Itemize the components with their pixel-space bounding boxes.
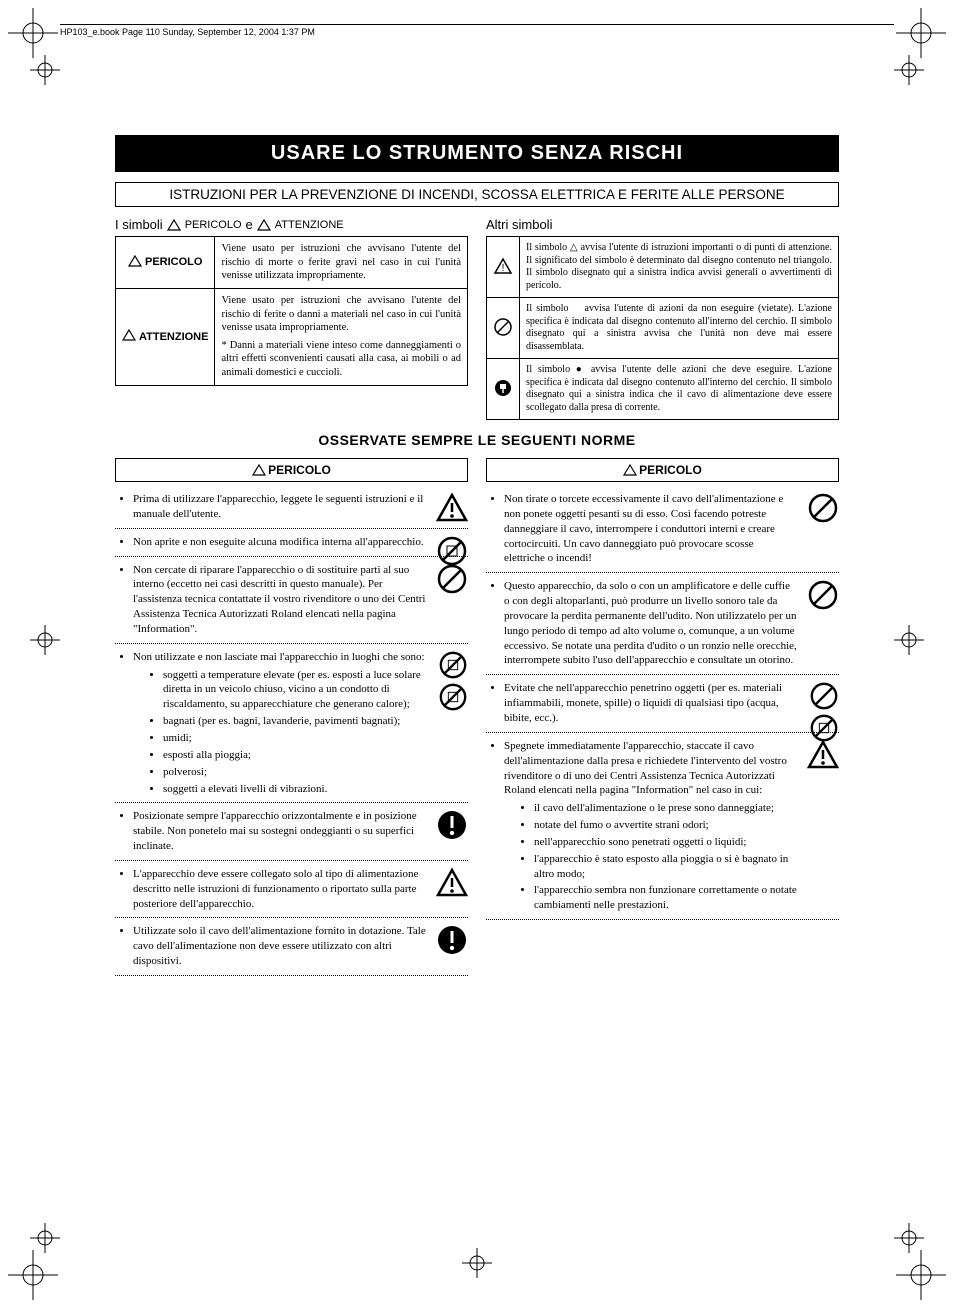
crop-mark-bl (8, 1250, 58, 1300)
prohibit-icon (809, 681, 839, 711)
heading-part-a: I simboli (115, 217, 163, 232)
rule-item: Evitate che nell'apparecchio penetrino o… (486, 681, 839, 726)
dotted-separator (115, 917, 468, 918)
rule-sub-item: polverosi; (163, 765, 426, 780)
no-disassemble-icon (493, 329, 513, 340)
crop-mark-tl (8, 8, 58, 58)
pericolo-desc: Viene usato per istruzioni che avvisano … (215, 237, 468, 289)
page-title: USARE LO STRUMENTO SENZA RISCHI (115, 135, 839, 172)
pericolo-label: PERICOLO (145, 256, 202, 268)
reg-mark-bc (462, 1248, 492, 1278)
rule-sub-item: umidi; (163, 731, 426, 746)
prohibit-icon (438, 650, 468, 680)
triangle-warning-icon (128, 255, 142, 270)
heading-part-c: e (246, 217, 253, 232)
warning-icon (436, 867, 468, 899)
dotted-separator (115, 860, 468, 861)
triangle-warning-icon: ! (493, 267, 513, 278)
prohibit-icon (807, 579, 839, 611)
rule-item: Non aprite e non eseguite alcuna modific… (115, 535, 468, 550)
symbols-left-heading: I simboli PERICOLO e ATTENZIONE (115, 217, 468, 232)
unplug-icon (493, 390, 513, 401)
symbols-right-table: ! Il simbolo △ avvisa l'utente di istruz… (486, 236, 839, 420)
dotted-separator (115, 556, 468, 557)
rule-sub-item: bagnati (per es. bagni, lavanderie, pavi… (163, 714, 426, 729)
crop-mark-br (896, 1250, 946, 1300)
rule-item: Non tirate o torcete eccessivamente il c… (486, 492, 839, 566)
observe-heading: OSSERVATE SEMPRE LE SEGUENTI NORME (115, 432, 839, 448)
dotted-separator (115, 528, 468, 529)
dotted-separator (115, 802, 468, 803)
dotted-separator (115, 643, 468, 644)
rule-item: Non cercate di riparare l'apparecchio o … (115, 563, 468, 637)
prohibit-icon (807, 492, 839, 524)
triangle-warning-icon (122, 329, 136, 344)
must-do-icon (436, 924, 468, 956)
dotted-separator (486, 572, 839, 573)
heading-part-b: PERICOLO (185, 219, 242, 231)
warning-icon (436, 492, 468, 524)
dotted-separator (486, 732, 839, 733)
triangle-warning-icon (623, 464, 637, 476)
svg-text:!: ! (502, 263, 505, 274)
must-do-icon (436, 809, 468, 841)
instruction-box: ISTRUZIONI PER LA PREVENZIONE DI INCENDI… (115, 182, 839, 207)
prohibit-icon (436, 563, 468, 595)
crop-mark-tr (896, 8, 946, 58)
rule-item: Questo apparecchio, da solo o con un amp… (486, 579, 839, 668)
triangle-warning-icon (257, 219, 271, 231)
rule-sub-item: esposti alla pioggia; (163, 748, 426, 763)
rule-sub-item: soggetti a temperature elevate (per es. … (163, 668, 426, 713)
attenzione-desc-b: * Danni a materiali viene inteso come da… (221, 339, 461, 380)
triangle-warning-icon (252, 464, 266, 476)
rule-item: Spegnete immediatamente l'apparecchio, s… (486, 739, 839, 913)
heading-part-d: ATTENZIONE (275, 219, 344, 231)
dotted-separator (486, 674, 839, 675)
rule-item: Non utilizzate e non lasciate mai l'appa… (115, 650, 468, 797)
rule-item: Posizionate sempre l'apparecchio orizzon… (115, 809, 468, 854)
reg-mark-br2 (894, 1223, 924, 1253)
reg-mark-mr (894, 625, 924, 655)
dotted-separator (486, 919, 839, 920)
symbols-left-table: PERICOLO Viene usato per istruzioni che … (115, 236, 468, 386)
rule-sub-item: il cavo dell'alimentazione o le prese so… (534, 801, 797, 816)
dotted-separator (115, 975, 468, 976)
header-note: HP103_e.book Page 110 Sunday, September … (60, 27, 315, 37)
pericolo-header-box: PERICOLO (115, 458, 468, 482)
rule-sub-item: l'apparecchio sembra non funzionare corr… (534, 883, 797, 913)
symbols-right-heading: Altri simboli (486, 217, 839, 232)
reg-mark-l (30, 55, 60, 85)
rule-sub-item: nell'apparecchio sono penetrati oggetti … (534, 835, 797, 850)
reg-mark-r (894, 55, 924, 85)
rule-item: L'apparecchio deve essere collegato solo… (115, 867, 468, 912)
reg-mark-ml (30, 625, 60, 655)
pericolo-header-box: PERICOLO (486, 458, 839, 482)
rule-item: Prima di utilizzare l'apparecchio, legge… (115, 492, 468, 522)
prohibit-icon (438, 682, 468, 712)
rule-sub-item: soggetti a elevati livelli di vibrazioni… (163, 782, 426, 797)
attenzione-label: ATTENZIONE (139, 331, 208, 343)
right-r1: Il simbolo △ avvisa l'utente di istruzio… (520, 237, 839, 298)
rule-item: Utilizzate solo il cavo dell'alimentazio… (115, 924, 468, 969)
rule-sub-item: notate del fumo o avvertite strani odori… (534, 818, 797, 833)
warning-icon (807, 739, 839, 771)
page-header-line: HP103_e.book Page 110 Sunday, September … (60, 24, 894, 37)
right-r2: Il simbolo ⃠ avvisa l'utente di azioni d… (520, 298, 839, 359)
triangle-warning-icon (167, 219, 181, 231)
right-r3: Il simbolo ● avvisa l'utente delle azion… (520, 359, 839, 420)
reg-mark-bl2 (30, 1223, 60, 1253)
attenzione-desc-a: Viene usato per istruzioni che avvisano … (221, 294, 461, 335)
rule-sub-item: l'apparecchio è stato esposto alla piogg… (534, 852, 797, 882)
